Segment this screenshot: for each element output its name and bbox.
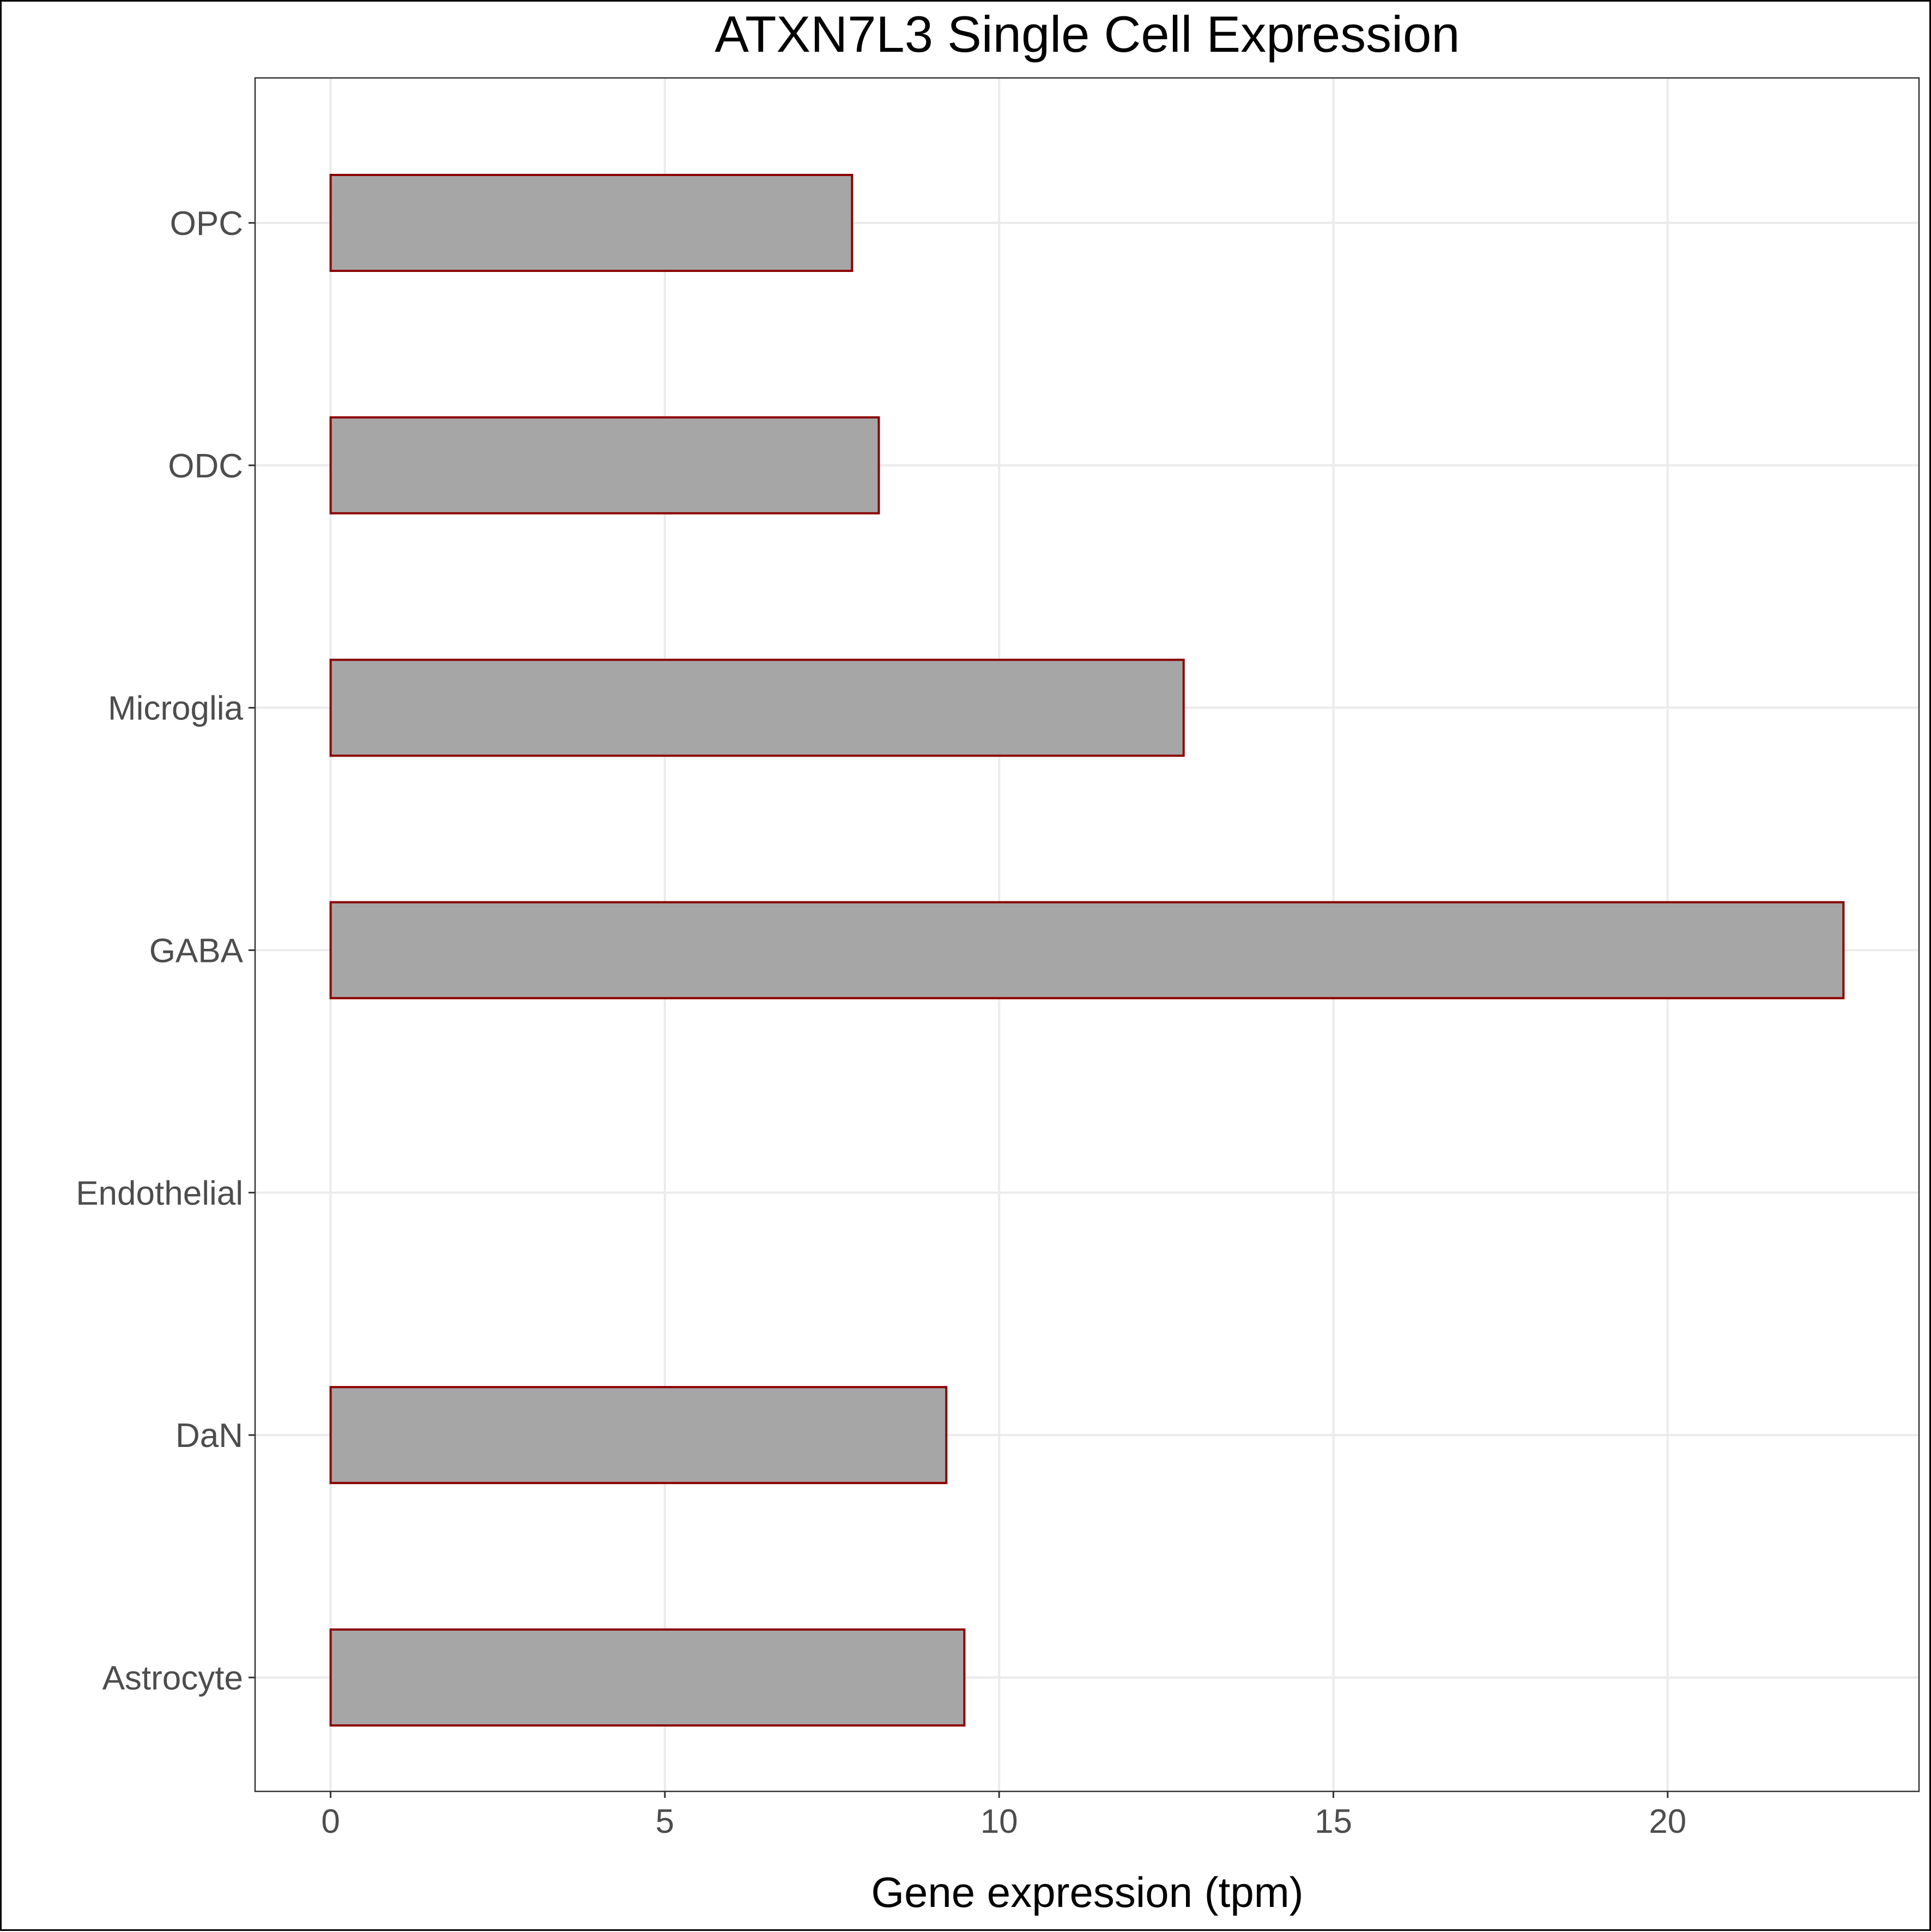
y-axis: OPC ODC Microglia GABA Endothelial DaN Astrocy…	[76, 205, 255, 1697]
x-axis: 0 5 10 15 20	[321, 1791, 1686, 1840]
bar-dan	[329, 1386, 948, 1485]
y-tick-label-odc: ODC	[168, 447, 243, 485]
y-tick-label-dan: DaN	[175, 1417, 243, 1455]
x-tick-label-4: 20	[1649, 1803, 1686, 1840]
y-tick-label-microglia: Microglia	[108, 690, 244, 728]
x-axis-title: Gene expression (tpm)	[871, 1868, 1303, 1916]
y-tick-label-gaba: GABA	[149, 932, 244, 970]
bar-astrocyte	[329, 1628, 966, 1727]
y-tick-label-astrocyte: Astrocyte	[102, 1660, 243, 1697]
bar-microglia	[329, 658, 1185, 757]
bar-gaba	[329, 901, 1845, 1000]
x-tick-label-2: 10	[980, 1803, 1018, 1840]
plot-panel-border	[254, 77, 1920, 1792]
bar-opc	[329, 174, 853, 272]
y-tick-label-endothelial: Endothelial	[76, 1174, 243, 1212]
chart-title: ATXN7L3 Single Cell Expression	[715, 5, 1460, 63]
y-tick-label-opc: OPC	[170, 205, 243, 243]
x-tick-label-3: 15	[1315, 1803, 1352, 1840]
x-tick-label-0: 0	[321, 1803, 340, 1840]
bars	[329, 174, 1845, 1727]
x-tick-label-1: 5	[656, 1803, 674, 1840]
bar-odc	[329, 416, 880, 514]
